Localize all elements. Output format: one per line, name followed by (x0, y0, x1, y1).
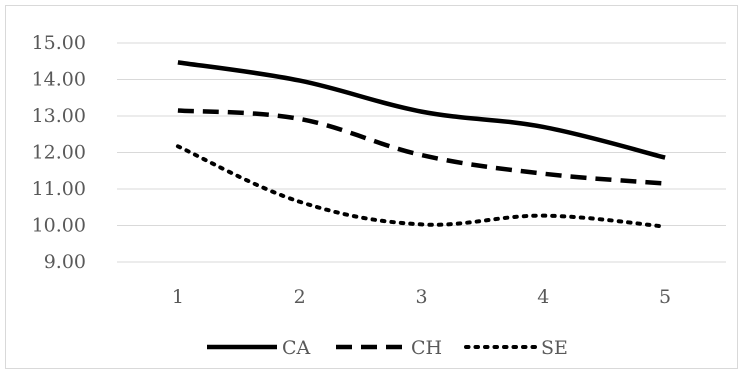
y-axis-ticks: 9.00 10.00 11.00 12.00 13.00 14.00 15.00 (32, 32, 86, 273)
y-tick-label: 11.00 (32, 178, 86, 200)
y-tick-label: 9.00 (44, 251, 86, 273)
gridlines (117, 42, 726, 263)
series-line-ca (177, 60, 666, 160)
y-tick-label: 14.00 (32, 69, 86, 91)
x-tick-label: 2 (294, 286, 306, 308)
series-line-se (175, 144, 668, 229)
x-tick-label: 1 (172, 286, 184, 308)
y-tick-label: 12.00 (32, 142, 86, 164)
x-tick-label: 3 (415, 286, 427, 308)
legend-label-se: SE (541, 337, 568, 359)
legend-label-ca: CA (282, 337, 311, 359)
series-line-ch (177, 108, 666, 186)
series-lines (175, 60, 668, 229)
x-tick-label: 5 (659, 286, 671, 308)
chart-frame (5, 5, 738, 369)
y-tick-label: 15.00 (32, 32, 86, 54)
y-tick-label: 13.00 (32, 105, 86, 127)
y-tick-label: 10.00 (32, 215, 86, 237)
legend-label-ch: CH (411, 337, 442, 359)
legend: CA CH SE (207, 337, 568, 359)
x-axis-ticks: 1 2 3 4 5 (172, 286, 671, 308)
x-tick-label: 4 (537, 286, 549, 308)
